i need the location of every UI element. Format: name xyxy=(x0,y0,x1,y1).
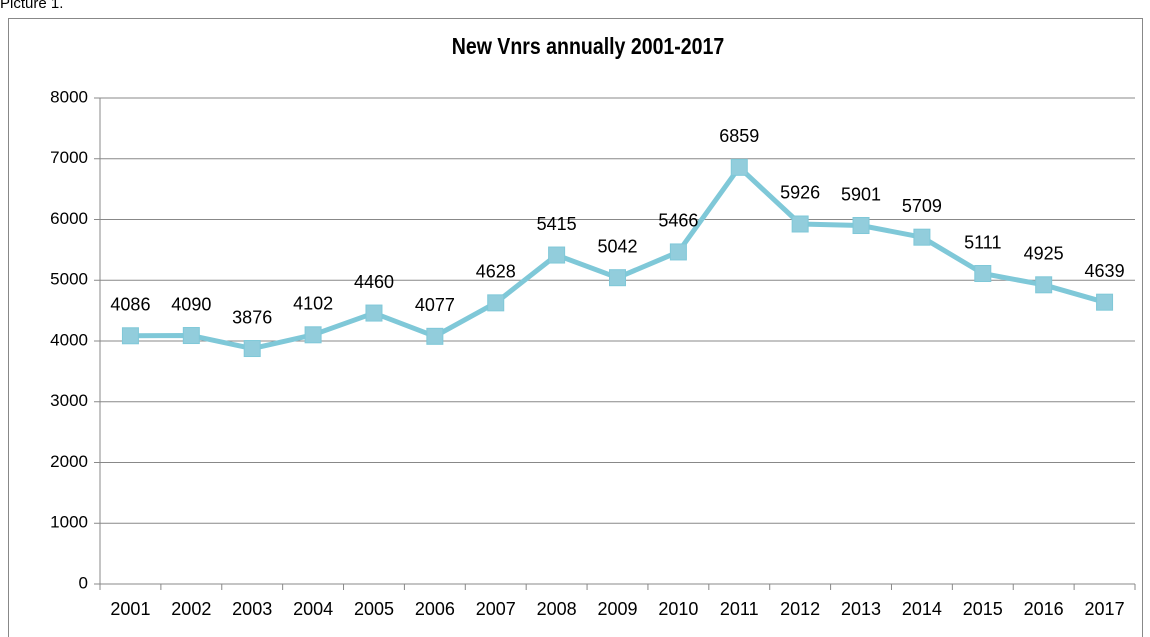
x-tick-label: 2016 xyxy=(1024,599,1064,619)
data-label: 5415 xyxy=(537,214,577,234)
data-label: 6859 xyxy=(719,126,759,146)
y-tick-label: 6000 xyxy=(50,209,88,228)
data-label: 5466 xyxy=(658,211,698,231)
marker xyxy=(365,304,383,322)
data-label: 3876 xyxy=(232,307,272,327)
marker xyxy=(1096,293,1114,311)
x-tick-label: 2003 xyxy=(232,599,272,619)
y-tick-label: 0 xyxy=(79,573,88,592)
x-tick-label: 2015 xyxy=(963,599,1003,619)
marker xyxy=(121,327,139,345)
marker xyxy=(426,327,444,345)
x-tick-label: 2005 xyxy=(354,599,394,619)
y-tick-label: 3000 xyxy=(50,391,88,410)
data-label: 4925 xyxy=(1024,244,1064,264)
data-label: 4086 xyxy=(110,295,150,315)
data-label: 4628 xyxy=(476,262,516,282)
x-tick-label: 2002 xyxy=(171,599,211,619)
x-tick-label: 2001 xyxy=(110,599,150,619)
marker xyxy=(730,158,748,176)
data-label: 5926 xyxy=(780,183,820,203)
x-tick-label: 2013 xyxy=(841,599,881,619)
marker xyxy=(609,269,626,287)
marker xyxy=(487,294,505,312)
marker xyxy=(1035,276,1053,294)
chart-frame xyxy=(8,18,1143,637)
x-tick-label: 2012 xyxy=(780,599,820,619)
x-tick-label: 2017 xyxy=(1085,599,1125,619)
y-tick-label: 7000 xyxy=(50,148,88,167)
data-label: 4077 xyxy=(415,295,455,315)
data-label: 5709 xyxy=(902,196,942,216)
y-tick-label: 5000 xyxy=(50,270,88,289)
data-label: 5111 xyxy=(964,232,1001,252)
marker xyxy=(974,265,992,283)
y-tick-label: 8000 xyxy=(50,87,88,106)
marker xyxy=(182,327,200,345)
data-label: 4460 xyxy=(354,272,394,292)
x-tick-label: 2009 xyxy=(597,599,637,619)
marker xyxy=(913,228,931,246)
y-tick-label: 2000 xyxy=(50,452,88,471)
data-label: 5901 xyxy=(841,184,881,204)
y-tick-label: 1000 xyxy=(50,513,88,532)
data-label: 4639 xyxy=(1085,261,1125,281)
x-tick-label: 2008 xyxy=(537,599,577,619)
marker xyxy=(791,215,809,233)
chart-title: New Vnrs annually 2001-2017 xyxy=(452,34,725,60)
marker xyxy=(669,243,687,261)
y-tick-label: 4000 xyxy=(50,330,88,349)
marker xyxy=(548,246,566,264)
data-label: 4102 xyxy=(293,294,333,314)
x-tick-label: 2010 xyxy=(658,599,698,619)
marker xyxy=(243,340,261,358)
data-label: 5042 xyxy=(597,236,637,256)
marker xyxy=(304,326,322,344)
x-tick-label: 2004 xyxy=(293,599,333,619)
marker xyxy=(852,217,870,235)
data-label: 4090 xyxy=(171,294,211,314)
x-tick-label: 2014 xyxy=(902,599,942,619)
x-tick-label: 2011 xyxy=(720,599,759,619)
x-tick-label: 2006 xyxy=(415,599,455,619)
caption: Picture 1. xyxy=(0,0,63,12)
x-tick-label: 2007 xyxy=(476,599,516,619)
